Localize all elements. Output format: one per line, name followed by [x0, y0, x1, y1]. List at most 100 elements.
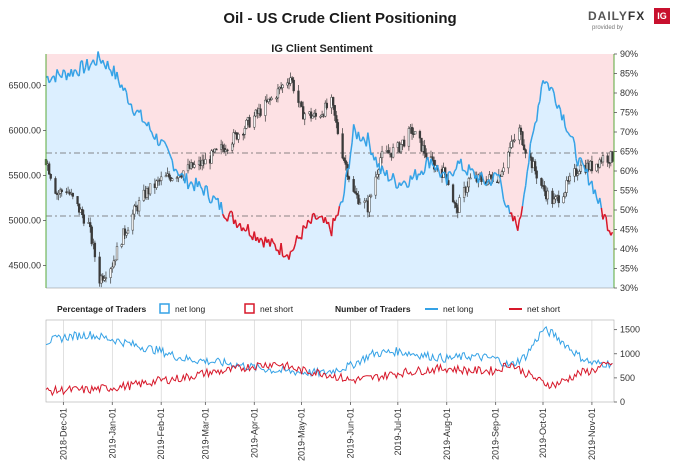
right-tick-label: 50% — [620, 205, 638, 215]
traders-grid — [45, 319, 615, 403]
sentiment-segment — [387, 179, 391, 182]
sentiment-segment — [72, 69, 76, 77]
sentiment-segment — [56, 69, 60, 74]
candle-body — [374, 176, 377, 196]
candle-body — [522, 144, 526, 150]
candle-body — [467, 178, 470, 188]
candle-body — [204, 159, 207, 165]
date-tick-label: 2019-Nov-01 — [587, 408, 597, 460]
sentiment-segment — [50, 76, 53, 81]
sentiment-segment — [253, 231, 257, 242]
candle-body — [48, 163, 51, 175]
candle-body — [557, 195, 560, 204]
sentiment-segment — [206, 185, 210, 198]
sentiment-segment — [545, 80, 549, 84]
candle-body — [215, 148, 218, 151]
sentiment-segment — [89, 62, 93, 67]
candle-body — [210, 150, 213, 164]
candle-body — [347, 176, 351, 180]
candle-body — [290, 77, 294, 81]
candle-body — [264, 99, 267, 116]
candle-body — [543, 185, 546, 192]
candle-body — [469, 177, 472, 180]
sentiment-segment — [327, 221, 331, 230]
candle-body — [431, 156, 434, 161]
candle-body — [164, 175, 168, 178]
sentiment-segment — [460, 158, 464, 171]
candle-body — [275, 97, 278, 100]
candle-body — [563, 192, 567, 198]
candle-body — [418, 131, 422, 139]
candle-body — [302, 106, 305, 120]
sentiment-segment — [422, 171, 426, 176]
sentiment-segment — [78, 61, 82, 77]
right-tick-label: 80% — [620, 88, 638, 98]
sentiment-segment — [566, 130, 569, 134]
sentiment-segment — [416, 173, 420, 181]
sentiment-segment — [185, 173, 189, 190]
candle-body — [391, 147, 395, 158]
sentiment-segment — [498, 174, 502, 180]
legend-net-long-box — [159, 303, 170, 314]
sentiment-segment — [274, 244, 278, 251]
sentiment-segment — [57, 73, 61, 77]
candle-body — [357, 194, 360, 205]
candle-body — [325, 102, 328, 109]
candle-body — [57, 193, 60, 195]
candle-body — [237, 133, 240, 140]
candle-body — [358, 202, 362, 205]
sentiment-segment — [362, 136, 366, 142]
candle-body — [335, 115, 338, 123]
sentiment-segment — [291, 248, 295, 252]
candle-body — [111, 266, 114, 270]
candle-body — [49, 173, 52, 179]
sentiment-segment — [524, 171, 528, 186]
sentiment-segment — [97, 51, 101, 59]
right-tick-label: 70% — [620, 127, 638, 137]
sentiment-segment — [108, 68, 112, 72]
candle-body — [513, 139, 516, 142]
left-tick-label: 5500.00 — [8, 171, 41, 181]
candle-body — [324, 102, 327, 117]
sentiment-segment — [166, 147, 170, 153]
candle-body — [213, 148, 216, 153]
candle-body — [81, 209, 84, 216]
candle-body — [554, 196, 557, 200]
sentiment-segment — [430, 158, 434, 166]
candle-body — [125, 232, 128, 236]
sentiment-segment — [546, 82, 551, 91]
right-tick-label: 35% — [620, 264, 638, 274]
candle-body — [114, 259, 117, 262]
sentiment-segment — [223, 217, 227, 220]
sentiment-segment — [455, 160, 459, 170]
candle-body — [109, 268, 112, 278]
candle-body — [403, 139, 406, 147]
sentiment-segment — [46, 75, 50, 83]
date-tick-label: 2019-Apr-01 — [249, 408, 259, 458]
candle-body — [344, 160, 347, 165]
candle-body — [332, 97, 335, 106]
sentiment-segment — [569, 135, 572, 138]
date-tick-label: 2019-Oct-01 — [538, 408, 548, 458]
candle-body — [267, 98, 270, 102]
candle-body — [309, 111, 313, 119]
candle-body — [167, 173, 171, 178]
sentiment-segment — [337, 205, 341, 216]
sentiment-segment — [537, 100, 541, 106]
sentiment-segment — [165, 144, 169, 149]
sentiment-segment — [242, 227, 246, 232]
candle-body — [221, 144, 224, 149]
sentiment-segment — [181, 172, 184, 176]
sentiment-price-panel: IG Client Sentiment 4500.00 5000.00 5500.0… — [8, 43, 638, 293]
legend-net-short-label: net short — [260, 304, 294, 314]
candle-body — [551, 190, 554, 205]
sentiment-segment — [535, 105, 540, 122]
candle-body — [455, 202, 458, 208]
candle-body — [341, 133, 344, 159]
sentiment-segment — [61, 69, 65, 78]
sentiment-segment — [222, 213, 225, 219]
traders-lines — [45, 326, 613, 397]
sentiment-segment — [567, 132, 571, 137]
sentiment-segment — [171, 160, 175, 172]
candle-body — [355, 192, 358, 196]
